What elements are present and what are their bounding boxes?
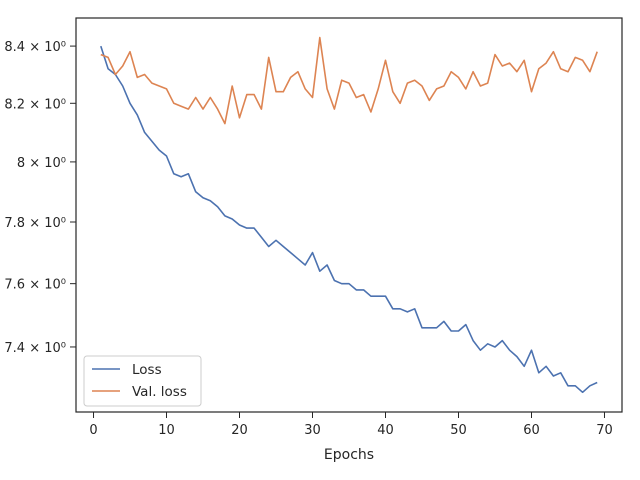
plot-area-frame <box>75 17 623 413</box>
x-tick-label: 60 <box>523 423 540 438</box>
legend: Loss Val. loss <box>83 355 202 407</box>
x-tick-label: 70 <box>596 423 613 438</box>
y-tick-label: 8 × 10⁰ <box>17 156 66 171</box>
y-tick-label: 7.8 × 10⁰ <box>4 216 66 231</box>
y-axis-ticks: 7.4 × 10⁰ 7.6 × 10⁰ 7.8 × 10⁰ 8 × 10⁰ 8.2 × … <box>4 40 76 356</box>
y-tick-label: 7.6 × 10⁰ <box>4 278 66 293</box>
series-line-val-loss <box>100 36 598 125</box>
x-tick-label: 20 <box>231 423 248 438</box>
x-tick-label: 0 <box>89 423 97 438</box>
y-tick-label: 8.4 × 10⁰ <box>4 40 66 55</box>
x-tick-label: 50 <box>450 423 467 438</box>
x-tick-label: 10 <box>158 423 175 438</box>
series-lines <box>100 36 598 394</box>
y-tick-label: 7.4 × 10⁰ <box>4 341 66 356</box>
x-axis-label: Epochs <box>324 447 374 463</box>
legend-label-val-loss: Val. loss <box>132 384 187 400</box>
x-axis-ticks: 0 10 20 30 40 50 60 70 <box>89 412 613 438</box>
y-tick-label: 8.2 × 10⁰ <box>4 97 66 112</box>
legend-label-loss: Loss <box>132 362 162 378</box>
x-tick-label: 40 <box>377 423 394 438</box>
x-tick-label: 30 <box>304 423 321 438</box>
series-line-loss <box>100 45 598 394</box>
